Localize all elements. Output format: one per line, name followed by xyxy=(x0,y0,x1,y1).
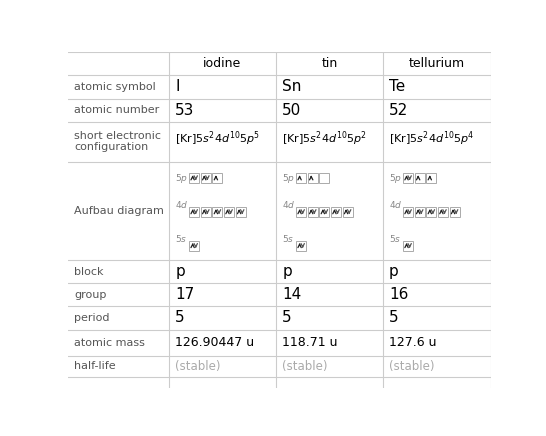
Text: short electronic
configuration: short electronic configuration xyxy=(74,131,162,153)
Text: 50: 50 xyxy=(282,102,301,118)
Text: 5: 5 xyxy=(282,310,292,325)
Bar xyxy=(189,241,199,251)
Bar xyxy=(403,173,413,183)
Bar xyxy=(449,207,460,217)
Text: 4$d$: 4$d$ xyxy=(389,199,402,210)
Bar xyxy=(319,207,329,217)
Bar xyxy=(426,207,436,217)
Text: 17: 17 xyxy=(175,287,194,303)
Bar xyxy=(201,207,211,217)
Text: [Kr]5$s^2$4$d^{10}$5$p^4$: [Kr]5$s^2$4$d^{10}$5$p^4$ xyxy=(389,129,474,148)
Bar xyxy=(414,173,425,183)
Text: 16: 16 xyxy=(389,287,408,303)
Text: 5$s$: 5$s$ xyxy=(282,232,294,243)
Bar xyxy=(224,207,234,217)
Text: Sn: Sn xyxy=(282,79,301,95)
Text: half-life: half-life xyxy=(74,361,116,371)
Bar xyxy=(189,173,199,183)
Text: iodine: iodine xyxy=(203,58,241,70)
Bar xyxy=(414,207,425,217)
Bar xyxy=(426,173,436,183)
Bar xyxy=(342,207,353,217)
Text: 5$s$: 5$s$ xyxy=(389,232,401,243)
Text: (stable): (stable) xyxy=(175,360,221,373)
Text: 5: 5 xyxy=(389,310,399,325)
Bar xyxy=(201,173,211,183)
Text: 118.71 u: 118.71 u xyxy=(282,336,337,349)
Text: p: p xyxy=(389,264,399,279)
Text: 4$d$: 4$d$ xyxy=(282,199,295,210)
Bar xyxy=(331,207,341,217)
Text: block: block xyxy=(74,267,104,277)
Text: 5: 5 xyxy=(175,310,185,325)
Text: (stable): (stable) xyxy=(389,360,435,373)
Text: 14: 14 xyxy=(282,287,301,303)
Bar xyxy=(319,173,329,183)
Bar xyxy=(403,241,413,251)
Text: 52: 52 xyxy=(389,102,408,118)
Text: tellurium: tellurium xyxy=(409,58,465,70)
Text: atomic number: atomic number xyxy=(74,105,159,115)
Bar xyxy=(212,173,222,183)
Bar xyxy=(308,173,318,183)
Bar xyxy=(296,173,306,183)
Text: [Kr]5$s^2$4$d^{10}$5$p^5$: [Kr]5$s^2$4$d^{10}$5$p^5$ xyxy=(175,129,260,148)
Bar xyxy=(212,207,222,217)
Text: atomic mass: atomic mass xyxy=(74,337,145,347)
Bar xyxy=(236,207,246,217)
Bar xyxy=(296,241,306,251)
Text: [Kr]5$s^2$4$d^{10}$5$p^2$: [Kr]5$s^2$4$d^{10}$5$p^2$ xyxy=(282,129,367,148)
Bar xyxy=(403,207,413,217)
Text: 5$s$: 5$s$ xyxy=(175,232,187,243)
Text: Aufbau diagram: Aufbau diagram xyxy=(74,206,164,216)
Text: I: I xyxy=(175,79,180,95)
Text: Te: Te xyxy=(389,79,405,95)
Text: 53: 53 xyxy=(175,102,194,118)
Text: group: group xyxy=(74,290,107,300)
Text: 127.6 u: 127.6 u xyxy=(389,336,437,349)
Text: p: p xyxy=(282,264,292,279)
Text: atomic symbol: atomic symbol xyxy=(74,82,156,92)
Text: 5$p$: 5$p$ xyxy=(282,173,295,185)
Bar xyxy=(308,207,318,217)
Text: 5$p$: 5$p$ xyxy=(389,173,402,185)
Text: 4$d$: 4$d$ xyxy=(175,199,189,210)
Bar xyxy=(438,207,448,217)
Bar xyxy=(296,207,306,217)
Text: p: p xyxy=(175,264,185,279)
Bar xyxy=(189,207,199,217)
Text: tin: tin xyxy=(321,58,337,70)
Text: 5$p$: 5$p$ xyxy=(175,173,188,185)
Text: 126.90447 u: 126.90447 u xyxy=(175,336,254,349)
Text: period: period xyxy=(74,313,110,323)
Text: (stable): (stable) xyxy=(282,360,328,373)
